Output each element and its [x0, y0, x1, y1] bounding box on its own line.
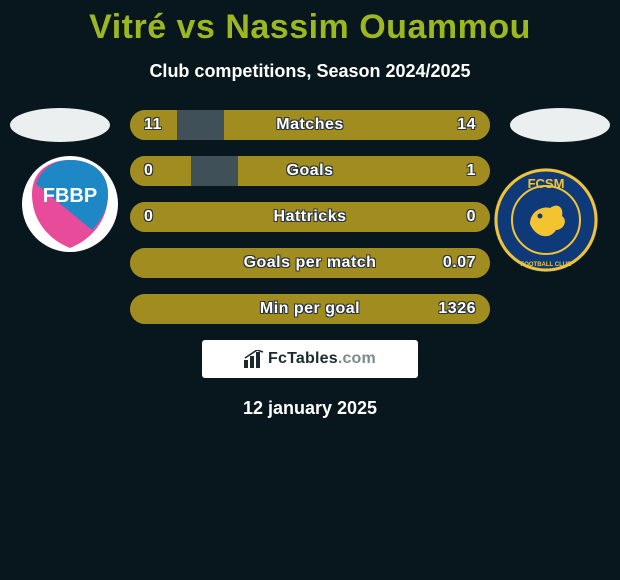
stat-fill-left [130, 294, 238, 324]
stat-value-right: 1 [467, 162, 476, 180]
stat-label: Hattricks [274, 208, 347, 226]
fcsm-circle-icon: FCSM FOOTBALL CLUB [492, 166, 600, 274]
badge-right-text: FCSM [528, 176, 565, 191]
stat-fill-left [130, 248, 238, 278]
stat-value-left: 11 [144, 116, 162, 134]
barchart-icon [244, 350, 264, 368]
right-oval [510, 108, 610, 142]
stat-bars: 11 Matches 14 0 Goals 1 0 Hattricks 0 Goals per m… [130, 110, 490, 324]
stat-fill-right [238, 156, 490, 186]
team-badge-left: FBBP [20, 154, 120, 259]
stat-value-left: 0 [144, 208, 153, 226]
brand-text: FcTables.com [268, 350, 376, 368]
stat-value-left: 0 [144, 162, 153, 180]
team-badge-right: FCSM FOOTBALL CLUB [492, 166, 600, 279]
stat-value-right: 14 [457, 116, 476, 134]
stat-label: Goals per match [244, 254, 377, 272]
brand-bold: FcTables [268, 350, 338, 367]
left-oval [10, 108, 110, 142]
stat-label: Goals [287, 162, 334, 180]
stat-fill-right [224, 110, 490, 140]
stat-label: Matches [276, 116, 344, 134]
stat-row: 11 Matches 14 [130, 110, 490, 140]
stat-value-right: 0 [467, 208, 476, 226]
date-text: 12 january 2025 [0, 398, 620, 419]
badge-right-subtext: FOOTBALL CLUB [521, 262, 573, 268]
brand-dim: .com [338, 350, 376, 367]
page-title: Vitré vs Nassim Ouammou [0, 0, 620, 47]
stat-value-right: 0.07 [443, 254, 476, 272]
stat-fill-left [130, 156, 191, 186]
stat-row: Goals per match 0.07 [130, 248, 490, 278]
fbbp-shield-icon: FBBP [20, 154, 120, 254]
stat-row: 0 Hattricks 0 [130, 202, 490, 232]
page-subtitle: Club competitions, Season 2024/2025 [0, 61, 620, 82]
badge-left-text: FBBP [43, 185, 97, 207]
brand-box: FcTables.com [202, 340, 418, 378]
stat-value-right: 1326 [438, 300, 476, 318]
comparison-content: FBBP FCSM FOOTBALL CLUB 11 Matches 14 0 Goal… [0, 110, 620, 419]
stat-row: 0 Goals 1 [130, 156, 490, 186]
stat-row: Min per goal 1326 [130, 294, 490, 324]
stat-label: Min per goal [260, 300, 360, 318]
